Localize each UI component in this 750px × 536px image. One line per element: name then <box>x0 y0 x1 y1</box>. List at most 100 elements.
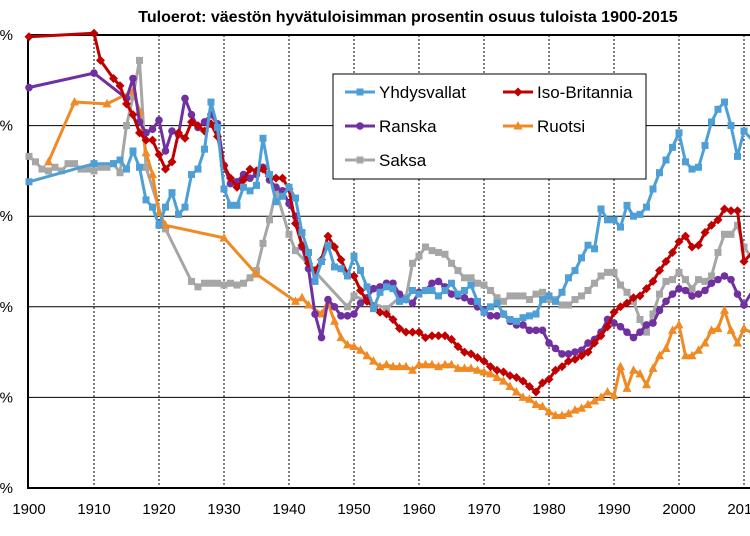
data-point-iso-britannia <box>24 32 34 42</box>
data-point-yhdysvallat <box>194 165 202 173</box>
data-point-saksa <box>597 272 605 280</box>
data-point-ranska <box>90 69 98 77</box>
data-point-saksa <box>266 216 273 224</box>
data-point-yhdysvallat <box>188 171 195 179</box>
data-point-saksa <box>383 305 390 313</box>
data-point-saksa <box>162 225 169 233</box>
data-point-saksa <box>38 165 46 173</box>
data-point-ranska <box>610 319 618 327</box>
data-point-saksa <box>721 230 728 238</box>
data-point-yhdysvallat <box>428 286 436 294</box>
data-point-yhdysvallat <box>272 198 280 206</box>
data-point-ruotsi <box>635 368 645 378</box>
data-point-ruotsi <box>297 292 307 302</box>
legend-marker-ranska <box>356 122 364 130</box>
data-point-ruotsi <box>538 401 547 410</box>
plot-area <box>27 34 750 489</box>
data-point-iso-britannia <box>700 228 710 238</box>
data-point-ranska <box>493 312 501 320</box>
data-point-iso-britannia <box>135 128 144 138</box>
data-point-yhdysvallat <box>623 201 631 209</box>
data-point-yhdysvallat <box>181 203 189 211</box>
data-point-ruotsi <box>577 403 586 412</box>
data-point-yhdysvallat <box>441 286 449 294</box>
data-point-iso-britannia <box>278 173 287 183</box>
data-point-ruotsi <box>700 338 710 347</box>
data-point-iso-britannia <box>739 257 749 266</box>
data-point-yhdysvallat <box>435 292 442 300</box>
data-point-ranska <box>428 279 436 288</box>
data-point-ranska <box>571 348 579 356</box>
data-point-iso-britannia <box>96 55 105 65</box>
data-point-saksa <box>201 279 208 287</box>
data-point-iso-britannia <box>336 255 346 265</box>
data-point-ruotsi <box>70 97 79 106</box>
data-point-saksa <box>246 274 254 282</box>
data-point-iso-britannia <box>655 266 664 276</box>
data-point-ranska <box>655 306 664 315</box>
data-point-saksa <box>669 276 676 284</box>
data-point-ruotsi <box>466 363 476 372</box>
data-point-yhdysvallat <box>493 299 501 307</box>
data-point-ruotsi <box>330 316 339 325</box>
data-point-saksa <box>493 294 501 302</box>
data-point-ranska <box>181 94 189 103</box>
data-point-yhdysvallat <box>695 163 702 171</box>
data-point-iso-britannia <box>447 334 456 344</box>
x-tick-label: 1990 <box>597 501 630 518</box>
data-point-yhdysvallat <box>337 265 345 273</box>
data-point-ruotsi <box>499 376 508 385</box>
data-point-saksa <box>461 274 468 282</box>
data-point-ruotsi <box>694 345 703 354</box>
data-point-ranska <box>545 339 553 347</box>
data-point-saksa <box>103 163 111 171</box>
data-point-yhdysvallat <box>318 258 325 265</box>
x-tick-label: 1950 <box>337 501 370 518</box>
data-point-ranska <box>701 286 709 295</box>
data-point-ranska <box>649 319 657 327</box>
data-point-ruotsi <box>616 361 625 371</box>
data-point-ranska <box>668 290 677 298</box>
data-point-yhdysvallat <box>682 158 689 166</box>
data-point-iso-britannia <box>505 371 515 381</box>
data-point-ruotsi <box>551 410 560 420</box>
data-point-yhdysvallat <box>305 248 312 256</box>
data-point-ruotsi <box>401 361 411 371</box>
y-tick-label: 25% <box>0 27 13 44</box>
data-point-iso-britannia <box>440 331 450 341</box>
data-point-ranska <box>558 350 566 358</box>
data-point-yhdysvallat <box>506 315 514 323</box>
x-tick-label: 1900 <box>12 501 45 518</box>
data-point-ranska <box>317 333 326 342</box>
data-point-ranska <box>486 312 495 320</box>
data-point-saksa <box>188 277 195 285</box>
data-point-saksa <box>233 281 241 289</box>
data-point-saksa <box>513 292 520 300</box>
data-point-yhdysvallat <box>474 297 481 305</box>
data-point-iso-britannia <box>141 135 151 145</box>
data-point-ranska <box>161 147 170 155</box>
data-point-ranska <box>337 312 345 320</box>
data-point-saksa <box>25 152 33 160</box>
data-point-iso-britannia <box>681 231 690 241</box>
data-point-ruotsi <box>531 399 541 409</box>
data-point-ruotsi <box>421 359 430 369</box>
data-point-saksa <box>97 163 104 171</box>
data-point-yhdysvallat <box>259 134 267 142</box>
data-point-iso-britannia <box>609 307 619 317</box>
data-point-iso-britannia <box>89 28 99 38</box>
data-point-ranska <box>525 326 534 335</box>
data-point-iso-britannia <box>668 247 677 257</box>
data-point-iso-britannia <box>245 164 255 174</box>
data-point-ranska <box>564 350 573 358</box>
data-point-iso-britannia <box>596 331 606 341</box>
data-point-ranska <box>629 333 638 342</box>
data-point-iso-britannia <box>427 331 437 341</box>
data-point-saksa <box>448 259 455 267</box>
data-point-saksa <box>591 279 598 287</box>
series-yhdysvallat <box>25 98 750 325</box>
data-point-ruotsi <box>661 343 671 352</box>
data-point-saksa <box>454 267 462 275</box>
data-point-yhdysvallat <box>246 187 254 195</box>
data-point-ruotsi <box>642 379 651 389</box>
